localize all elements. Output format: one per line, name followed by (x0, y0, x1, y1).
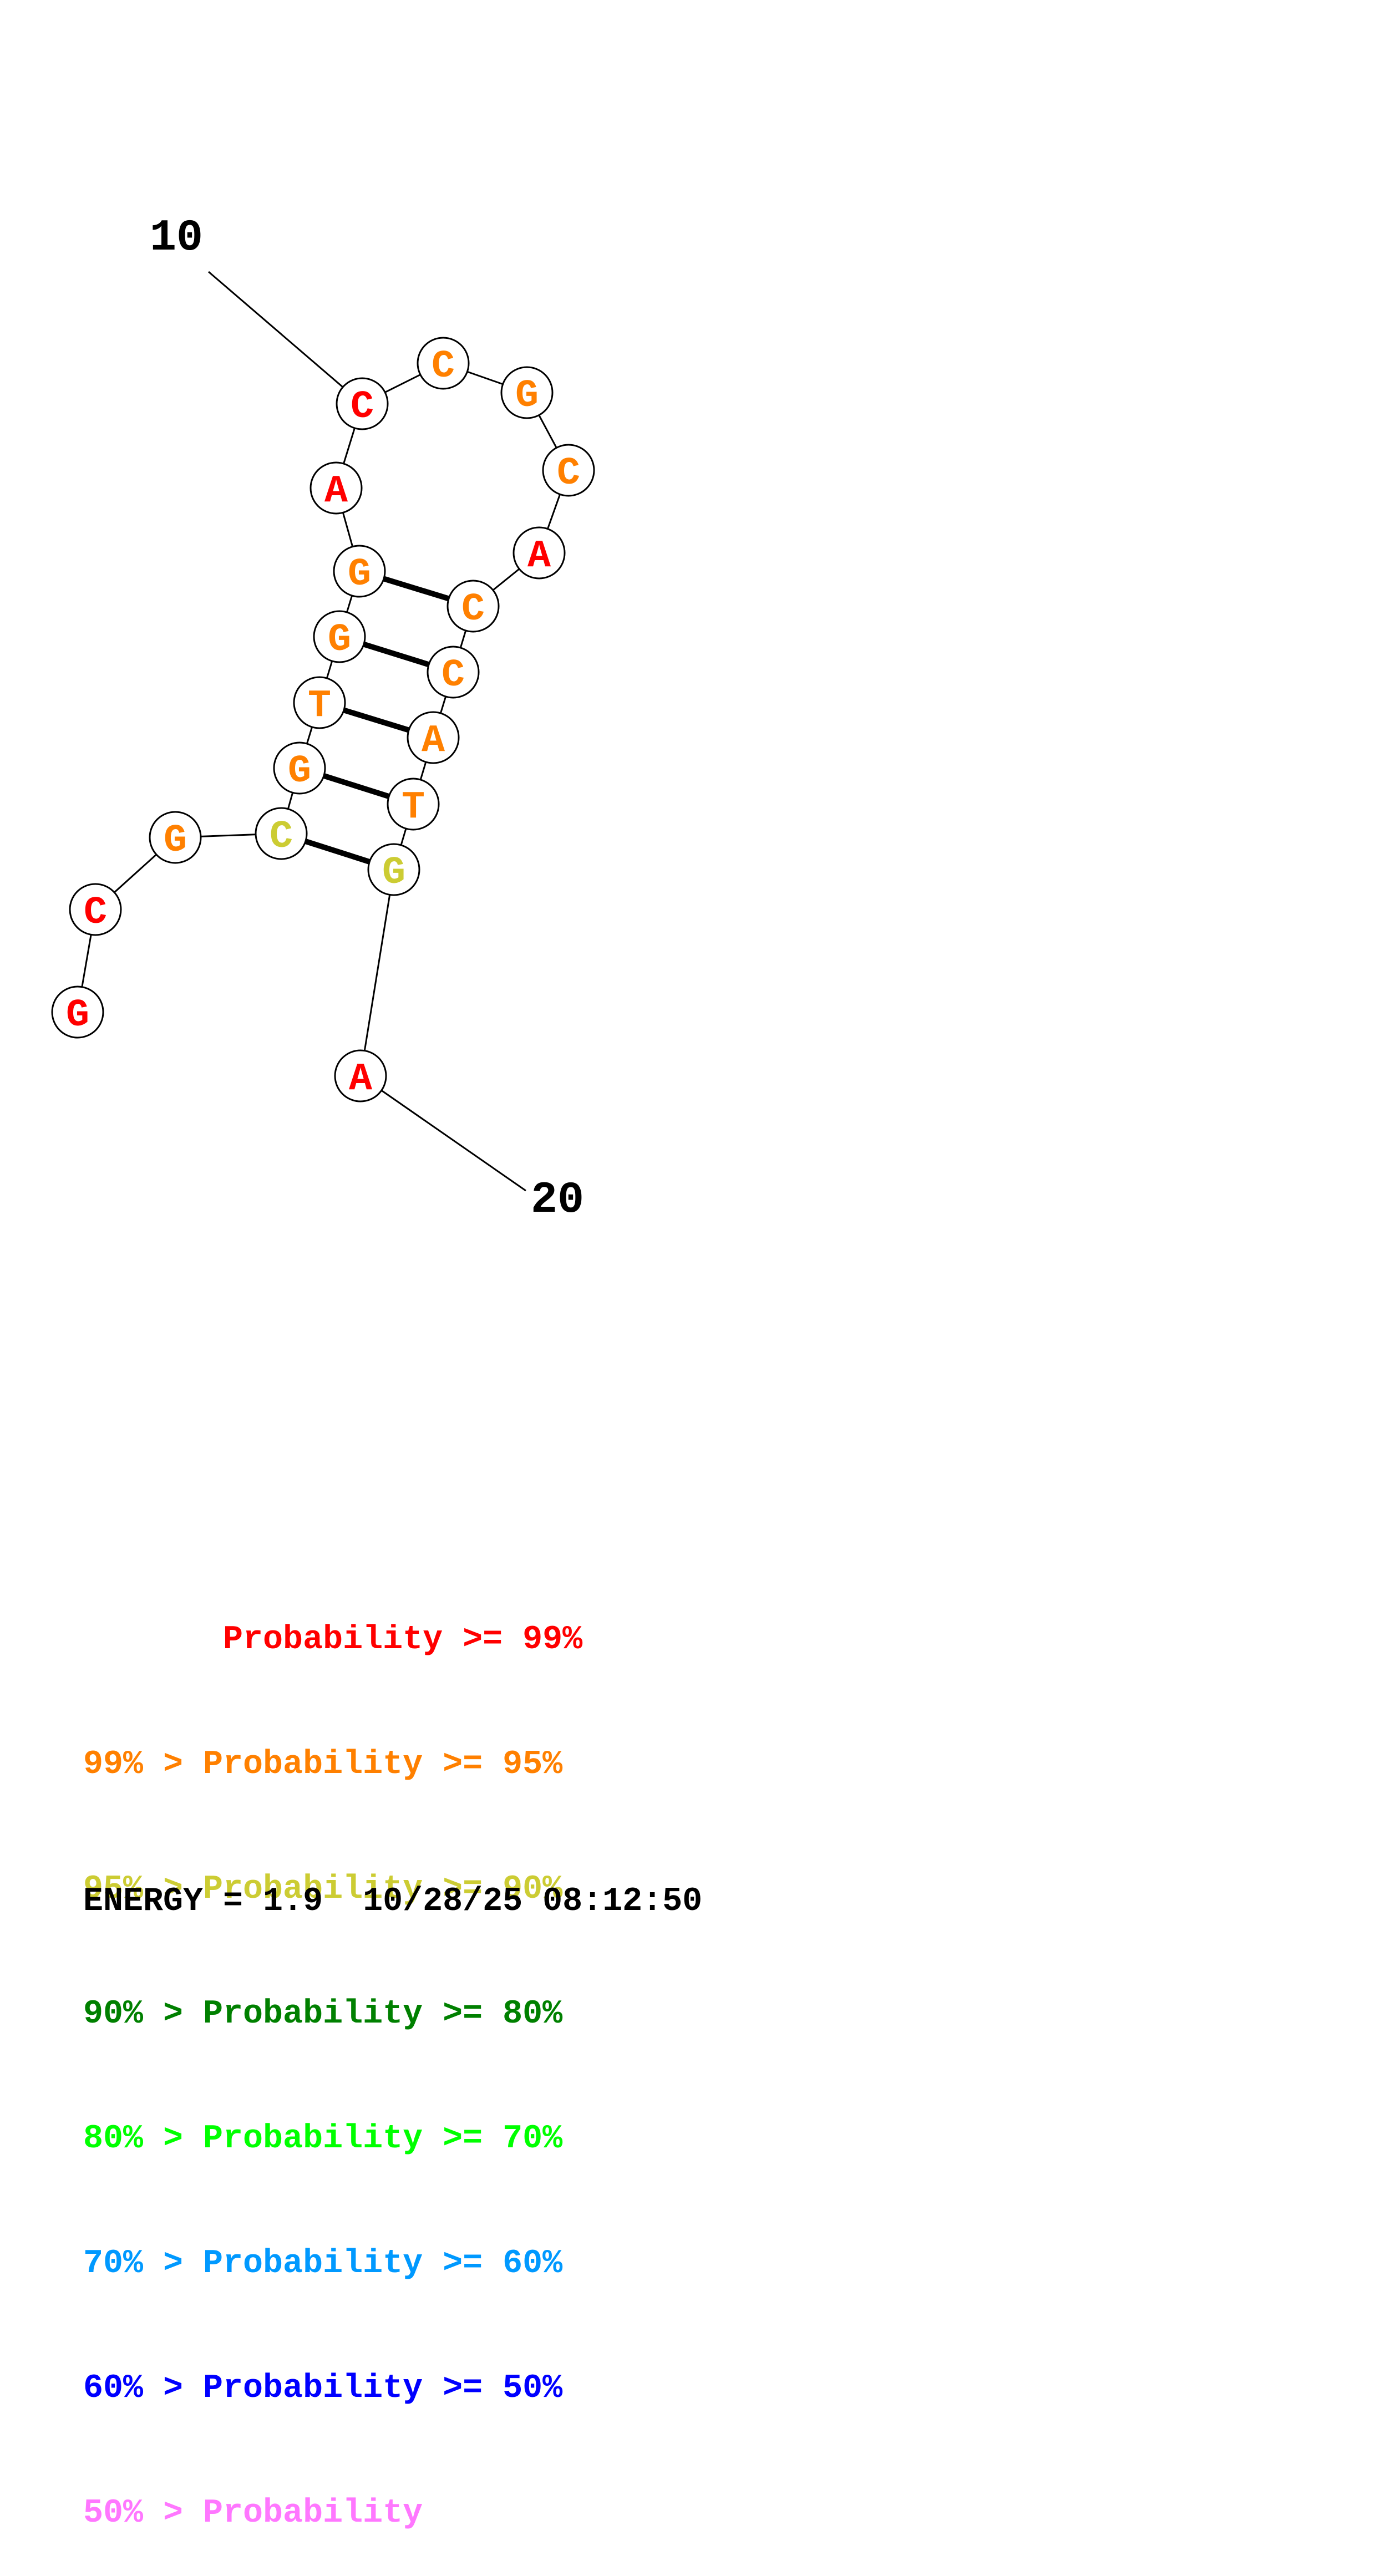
nucleotide: G (51, 985, 104, 1039)
nucleotide-circle (447, 580, 500, 633)
nucleotide-letter: C (84, 891, 107, 935)
nucleotide-letter: G (515, 374, 539, 418)
nucleotide-letter: G (288, 750, 311, 794)
nucleotide-letter: C (442, 654, 465, 698)
legend-row-ge95: 99% > Probability >= 95% (83, 1746, 563, 1784)
nucleotide-letter: G (66, 994, 89, 1038)
position-label-layer: 10 20 (150, 213, 584, 1226)
nucleotide: G (500, 366, 554, 419)
nucleotide: A (309, 461, 363, 515)
nucleotide: A (513, 526, 566, 580)
nucleotide-letter: A (349, 1058, 372, 1101)
nucleotide: C (69, 883, 122, 936)
nucleotide-letter: G (348, 553, 371, 597)
nucleotide: C (336, 377, 389, 430)
nucleotide-letter: C (270, 815, 293, 859)
nucleotide-circle (417, 337, 470, 390)
nucleotide-circle (367, 843, 420, 896)
nucleotide-letter: A (324, 470, 348, 514)
nucleotide: C (255, 807, 308, 860)
nucleotide-circle (500, 366, 554, 419)
nucleotide-circle (333, 545, 386, 598)
nucleotide-letter: A (422, 719, 445, 763)
nucleotide-circle (51, 985, 104, 1039)
nucleotide-circle (293, 676, 346, 729)
nucleotide-letter: C (351, 385, 374, 429)
nucleotide: G (333, 545, 386, 598)
position-leader-line (360, 1075, 526, 1192)
nucleotide-letter: T (402, 786, 425, 830)
nucleotide-circle (255, 807, 308, 860)
legend-row-ge99: Probability >= 99% (83, 1621, 583, 1659)
nucleotide: G (149, 811, 202, 864)
nucleotide-circle (542, 444, 595, 497)
legend-row-lt50: 50% > Probability (83, 2494, 423, 2532)
nucleotide-letter: G (382, 851, 405, 895)
nucleotide-letter: G (164, 819, 187, 863)
nucleotide-letter: A (527, 535, 551, 578)
nucleotide: C (427, 646, 480, 699)
nucleotide: G (273, 741, 326, 795)
nucleotide-circle (387, 778, 440, 831)
backbone-link (359, 869, 395, 1076)
nucleotide-circle (513, 526, 566, 580)
legend-row-ge70: 80% > Probability >= 70% (83, 2120, 563, 2158)
nucleotide-letter: T (308, 684, 331, 728)
nucleotide-circle (149, 811, 202, 864)
nucleotide-circle (309, 461, 363, 515)
nucleotide-circle (273, 741, 326, 795)
legend-row-ge60: 70% > Probability >= 60% (83, 2245, 563, 2283)
nucleotide: T (387, 778, 440, 831)
nucleotide: G (313, 610, 366, 663)
nucleotide-circle (313, 610, 366, 663)
nucleotide: A (334, 1049, 387, 1102)
nucleotide-circle (427, 646, 480, 699)
nucleotide: A (407, 711, 460, 764)
legend-row-ge90: 95% > Probability >= 90% (83, 1871, 563, 1908)
legend-row-ge50: 60% > Probability >= 50% (83, 2370, 563, 2407)
position-label: 20 (531, 1175, 584, 1226)
nucleotide: C (447, 580, 500, 633)
position-leader-line (208, 271, 363, 405)
nucleotide: C (542, 444, 595, 497)
nucleotide-circle (336, 377, 389, 430)
probability-legend: Probability >= 99% 99% > Probability >= … (83, 1536, 582, 2576)
nucleotide-circle (407, 711, 460, 764)
nucleotide-letter: C (461, 588, 485, 632)
nucleotide: C (417, 337, 470, 390)
legend-row-ge80: 90% > Probability >= 80% (83, 1995, 563, 2033)
nucleotide-letter: G (328, 618, 351, 662)
nucleotide: T (293, 676, 346, 729)
nucleotide-letter: C (432, 345, 455, 389)
nucleotide: G (367, 843, 420, 896)
nucleotide-circle (334, 1049, 387, 1102)
energy-footer: ENERGY = 1.9 10/28/25 08:12:50 (83, 1883, 703, 1920)
nucleotide-letter: C (557, 452, 580, 496)
position-label: 10 (150, 213, 203, 263)
nucleotide-circle (69, 883, 122, 936)
